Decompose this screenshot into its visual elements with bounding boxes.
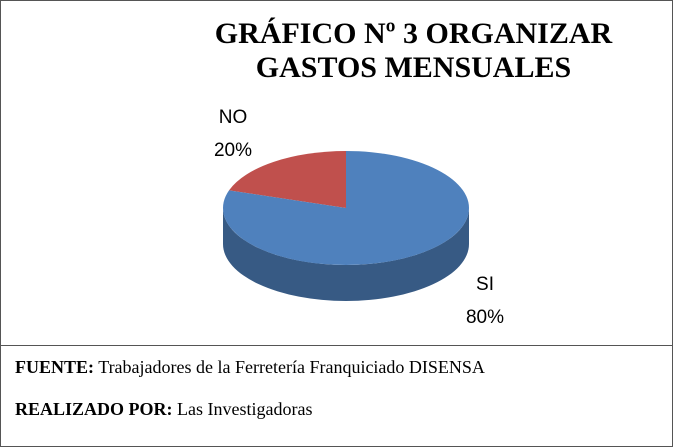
author-text: Las Investigadoras [177,399,313,419]
data-label-value: 20% [214,140,252,161]
chart-title: GRÁFICO Nº 3 ORGANIZAR GASTOS MENSUALES [214,17,613,84]
source-label: FUENTE: [15,357,95,377]
chart: GRÁFICO Nº 3 ORGANIZAR GASTOS MENSUALES … [1,1,672,346]
source-row: FUENTE: Trabajadores de la Ferretería Fr… [15,357,485,378]
source-text: Trabajadores de la Ferretería Franquicia… [98,357,485,377]
author-label: REALIZADO POR: [15,399,173,419]
author-row: REALIZADO POR: Las Investigadoras [15,399,312,420]
data-label-category: SI [476,274,494,295]
pie-side [223,208,469,301]
data-label-category: NO [219,107,248,128]
data-label-value: 80% [466,307,504,328]
pie-area: NO 20% SI 80% [214,107,504,328]
pie-slice [229,151,346,208]
pie-slice [223,151,469,265]
